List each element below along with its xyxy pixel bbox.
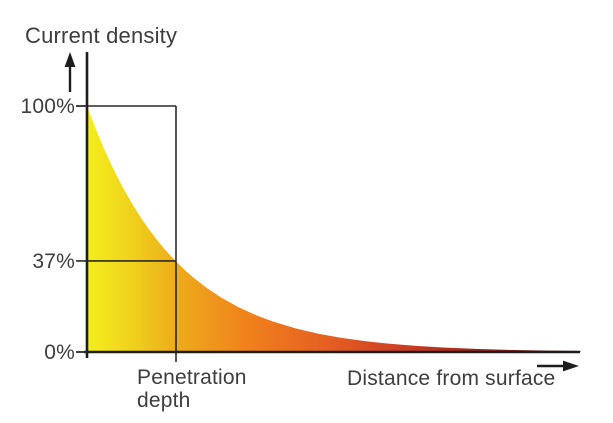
x-axis-arrow-icon <box>537 360 579 372</box>
y-axis-title: Current density <box>25 23 177 48</box>
penetration-depth-label-line1: Penetration <box>137 366 247 389</box>
current-density-curve-area <box>87 106 581 352</box>
penetration-depth-label-line2: depth <box>137 389 191 412</box>
x-axis-label: Distance from surface <box>347 367 555 390</box>
y-tick-label-37: 37% <box>32 250 75 273</box>
y-tick-label-0: 0% <box>44 341 75 364</box>
y-axis-arrow-icon <box>64 52 76 92</box>
y-tick-label-100: 100% <box>20 95 75 118</box>
